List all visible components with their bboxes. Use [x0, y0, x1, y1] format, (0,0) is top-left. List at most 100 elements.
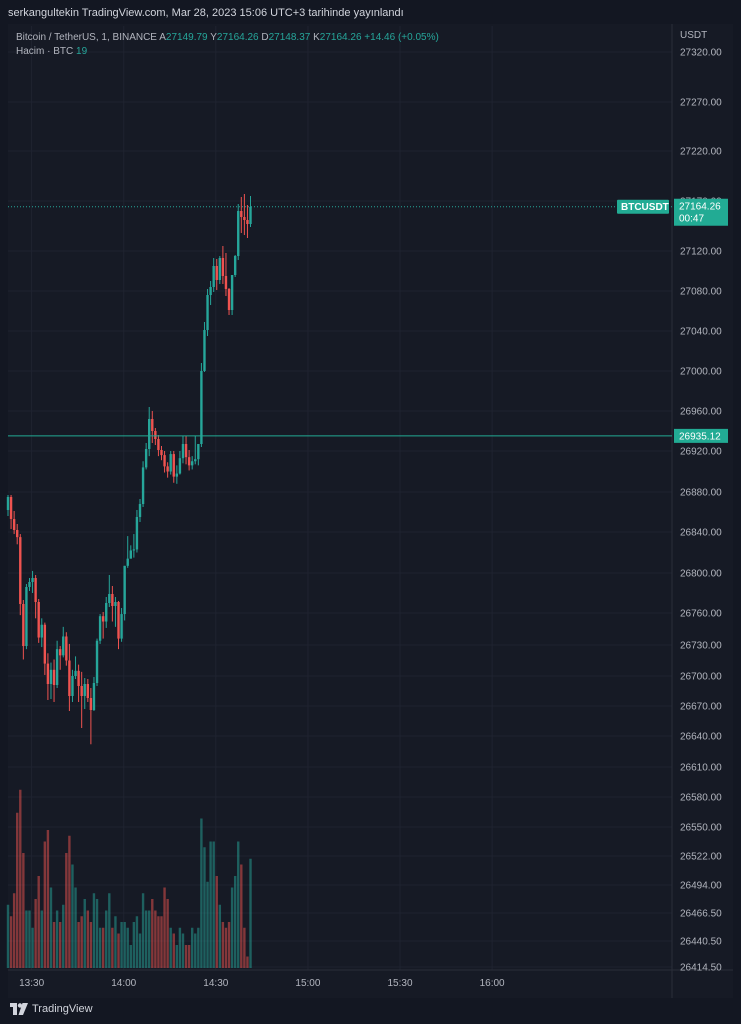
volume-bar	[16, 812, 19, 968]
y-tick-label: 26466.50	[680, 909, 722, 920]
candle-body[interactable]	[83, 684, 86, 696]
candle-body[interactable]	[181, 444, 185, 459]
candle-body[interactable]	[108, 594, 111, 603]
candle-body[interactable]	[154, 431, 157, 439]
candle-body[interactable]	[46, 663, 50, 684]
candle-body[interactable]	[86, 684, 90, 698]
volume-bar	[123, 922, 126, 968]
candle-body[interactable]	[52, 669, 56, 685]
candle-body[interactable]	[31, 578, 34, 582]
candle-body[interactable]	[209, 287, 212, 295]
candle-body[interactable]	[101, 616, 105, 622]
candle-body[interactable]	[68, 660, 71, 697]
candle-body[interactable]	[178, 458, 182, 474]
volume-bar	[77, 922, 80, 968]
candle-body[interactable]	[212, 266, 215, 287]
y-tick-label: 26960.00	[680, 407, 722, 418]
candle-body[interactable]	[138, 504, 142, 517]
candle-body[interactable]	[160, 450, 163, 456]
volume-bar	[12, 893, 16, 968]
tradingview-logo[interactable]: TradingView	[10, 1003, 93, 1015]
candle-body[interactable]	[123, 565, 126, 615]
candle-body[interactable]	[40, 624, 43, 638]
candle-body[interactable]	[98, 616, 102, 641]
candle-body[interactable]	[62, 636, 65, 656]
candle-body[interactable]	[243, 217, 246, 220]
chart-frame[interactable]	[8, 24, 733, 998]
candle-body[interactable]	[135, 517, 139, 550]
candle-body[interactable]	[151, 419, 154, 431]
candle-body[interactable]	[12, 519, 16, 530]
candle-body[interactable]	[16, 530, 19, 538]
candle-body[interactable]	[129, 550, 132, 559]
candle-body[interactable]	[55, 649, 59, 685]
candle-body[interactable]	[114, 602, 117, 606]
last-price-value: 27164.26	[679, 202, 721, 213]
candle-body[interactable]	[19, 537, 22, 604]
candle-body[interactable]	[200, 371, 203, 444]
candle-body[interactable]	[144, 449, 148, 468]
candle-body[interactable]	[43, 624, 47, 664]
candle-body[interactable]	[22, 604, 25, 647]
candle-body[interactable]	[190, 461, 194, 466]
candle-body[interactable]	[221, 258, 225, 276]
horizontal-line-tag	[674, 428, 728, 443]
candle-body[interactable]	[218, 258, 222, 280]
candle-body[interactable]	[230, 275, 234, 310]
candle-body[interactable]	[148, 419, 151, 449]
candle-body[interactable]	[111, 594, 114, 606]
y-tick-label: 26730.00	[680, 641, 722, 652]
candle-body[interactable]	[240, 211, 243, 217]
candle-body[interactable]	[166, 466, 169, 472]
candle-body[interactable]	[132, 549, 136, 551]
candle-body[interactable]	[227, 289, 231, 310]
candle-body[interactable]	[95, 640, 99, 683]
candle-body[interactable]	[224, 276, 228, 289]
candle-body[interactable]	[74, 670, 77, 676]
price-chart[interactable]: 27320.0027270.0027220.0027170.0027120.00…	[0, 0, 741, 1000]
candle-body[interactable]	[187, 457, 191, 466]
y-tick-label: 26760.00	[680, 609, 722, 620]
candle-body[interactable]	[246, 220, 249, 224]
candle-body[interactable]	[89, 698, 93, 710]
candle-body[interactable]	[175, 473, 179, 477]
volume-bar	[135, 916, 139, 968]
candle-body[interactable]	[172, 454, 175, 477]
candle-body[interactable]	[80, 686, 83, 696]
candle-body[interactable]	[233, 256, 237, 275]
candle-body[interactable]	[6, 497, 10, 510]
volume-bar	[74, 887, 77, 968]
candle-body[interactable]	[194, 459, 197, 462]
ticker-tag[interactable]	[617, 199, 669, 214]
candle-body[interactable]	[163, 455, 166, 467]
symbol-label[interactable]: Bitcoin / TetherUS, 1, BINANCE	[16, 32, 157, 43]
y-tick-label: 27220.00	[680, 147, 722, 158]
candle-body[interactable]	[77, 670, 80, 686]
candle-body[interactable]	[215, 266, 218, 280]
candle-body[interactable]	[126, 558, 129, 566]
candle-body[interactable]	[206, 295, 209, 330]
candle-body[interactable]	[34, 578, 37, 602]
candle-body[interactable]	[28, 582, 31, 587]
volume-label[interactable]: Hacim · BTC	[16, 46, 74, 57]
candle-body[interactable]	[25, 587, 28, 647]
volume-bar	[166, 899, 169, 968]
candle-body[interactable]	[169, 454, 172, 472]
candle-body[interactable]	[65, 636, 68, 661]
candle-body[interactable]	[105, 603, 108, 622]
candle-body[interactable]	[203, 330, 206, 371]
candle-body[interactable]	[249, 207, 252, 224]
candle-body[interactable]	[237, 211, 240, 256]
candle-body[interactable]	[141, 467, 145, 504]
candle-body[interactable]	[58, 649, 62, 656]
candle-body[interactable]	[197, 444, 200, 460]
candle-body[interactable]	[157, 439, 160, 450]
candle-body[interactable]	[184, 444, 188, 458]
candle-body[interactable]	[49, 669, 53, 684]
candle-body[interactable]	[71, 676, 74, 696]
candle-body[interactable]	[9, 497, 13, 519]
candle-body[interactable]	[120, 614, 123, 639]
candle-body[interactable]	[117, 602, 120, 639]
candle-body[interactable]	[92, 683, 96, 710]
candle-body[interactable]	[37, 602, 40, 638]
